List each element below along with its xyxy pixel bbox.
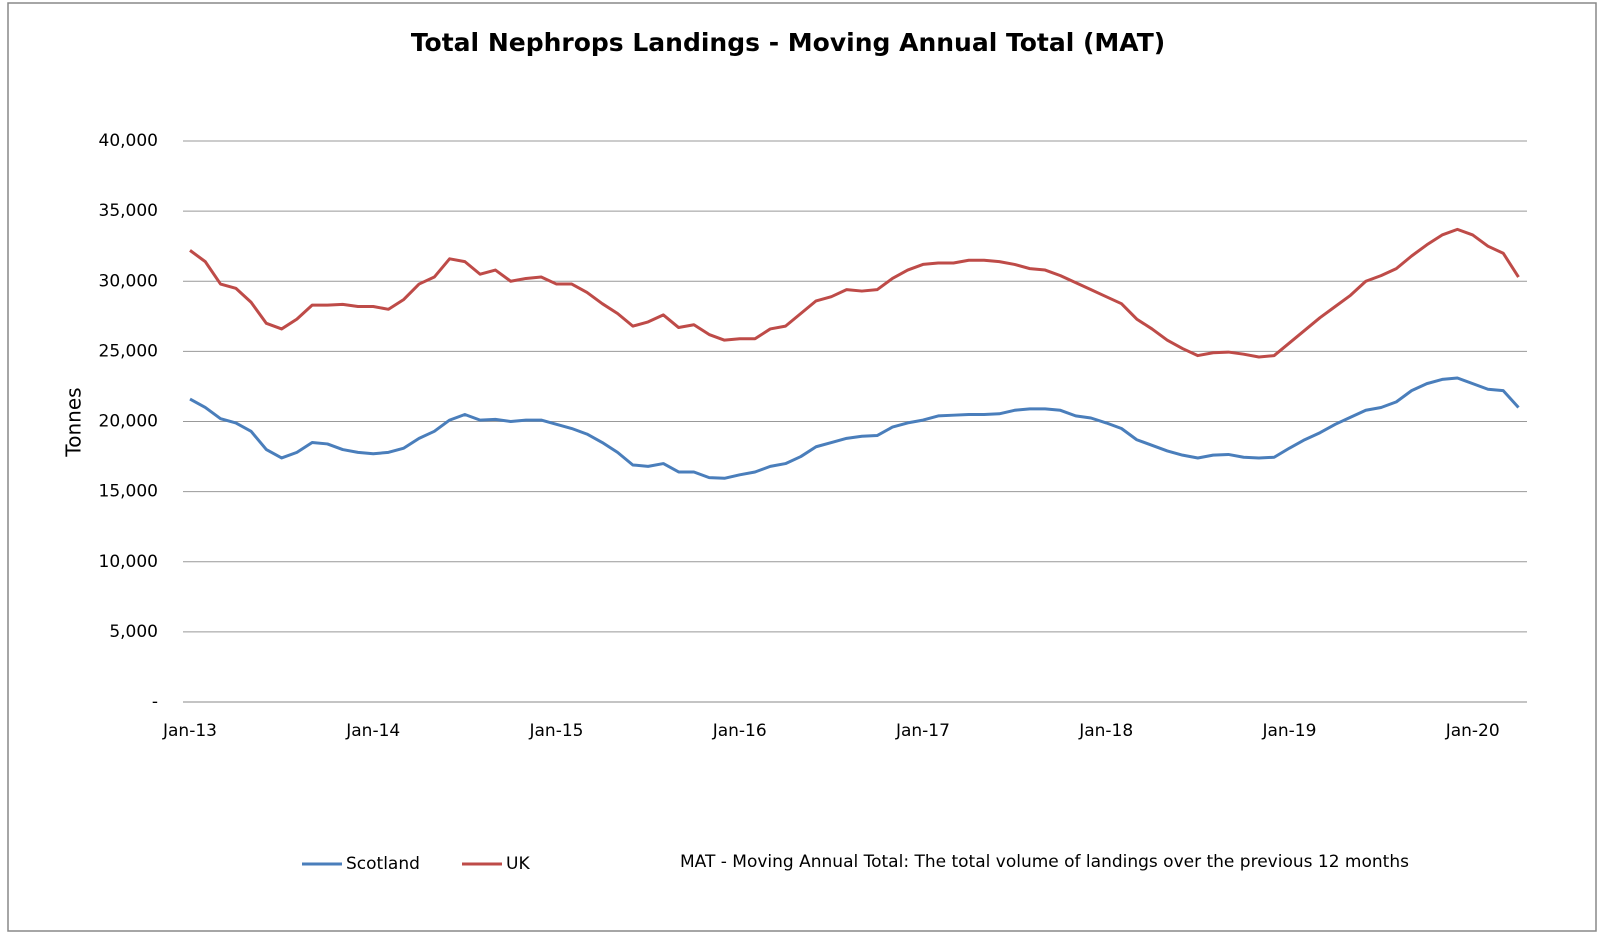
series-line [189,376,1520,480]
y-tick-label: - [152,692,158,712]
x-tick-label: Jan-13 [162,721,217,741]
x-tick-label: Jan-19 [1261,721,1316,741]
x-tick-label: Jan-18 [1078,721,1133,741]
y-tick-label: 35,000 [99,201,158,221]
y-tick-label: 10,000 [99,552,158,572]
y-tick-label: 30,000 [99,271,158,291]
chart-title: Total Nephrops Landings - Moving Annual … [411,28,1165,57]
x-tick-label: Jan-14 [345,721,400,741]
x-tick-label: Jan-15 [528,721,583,741]
y-tick-label: 5,000 [109,622,158,642]
y-axis-label: Tonnes [62,387,86,457]
x-tick-label: Jan-17 [895,721,950,741]
y-tick-label: 40,000 [99,131,158,151]
annotation: MAT - Moving Annual Total: The total vol… [680,852,1409,872]
legend-label: Scotland [346,854,420,874]
legend-label: UK [506,854,530,874]
chart-border [7,2,1597,932]
y-tick-label: 15,000 [99,482,158,502]
series-line [189,227,1520,359]
x-tick-label: Jan-20 [1445,721,1500,741]
y-tick-label: 25,000 [99,341,158,361]
y-tick-label: 20,000 [99,412,158,432]
x-tick-label: Jan-16 [712,721,767,741]
